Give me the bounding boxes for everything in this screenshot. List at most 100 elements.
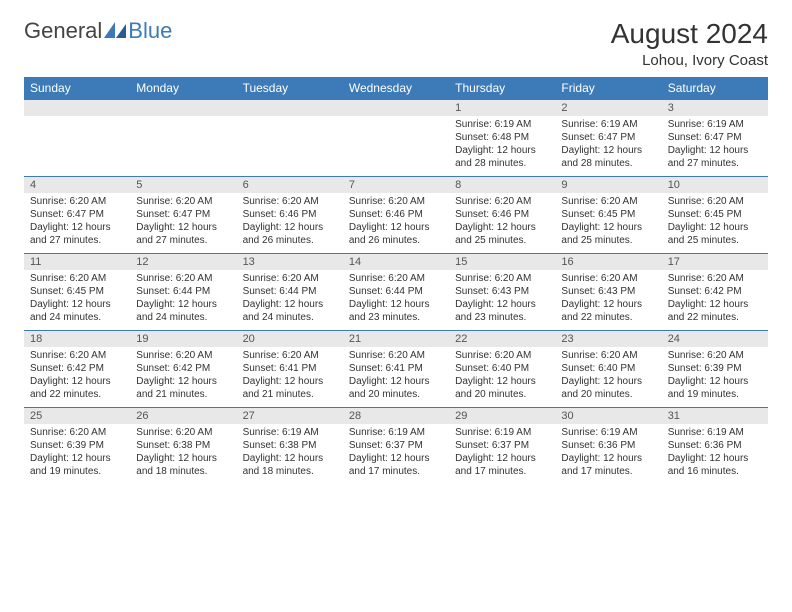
day-body: Sunrise: 6:20 AMSunset: 6:41 PMDaylight:… [237,347,343,407]
day-line-d1: Daylight: 12 hours [136,375,230,388]
day-body [343,116,449,174]
calendar-cell: 15Sunrise: 6:20 AMSunset: 6:43 PMDayligh… [449,254,555,331]
day-number: 23 [555,331,661,347]
day-line-d1: Daylight: 12 hours [455,452,549,465]
day-line-d2: and 17 minutes. [561,465,655,478]
sail-icon [104,22,126,40]
day-body: Sunrise: 6:20 AMSunset: 6:45 PMDaylight:… [555,193,661,253]
calendar-week: 25Sunrise: 6:20 AMSunset: 6:39 PMDayligh… [24,408,768,485]
day-line-d2: and 24 minutes. [243,311,337,324]
day-line-d1: Daylight: 12 hours [561,221,655,234]
day-line-sr: Sunrise: 6:19 AM [243,426,337,439]
day-line-d1: Daylight: 12 hours [243,298,337,311]
day-line-d2: and 25 minutes. [561,234,655,247]
calendar-cell: 25Sunrise: 6:20 AMSunset: 6:39 PMDayligh… [24,408,130,485]
day-line-d1: Daylight: 12 hours [668,144,762,157]
day-body [24,116,130,174]
day-line-d1: Daylight: 12 hours [136,452,230,465]
day-number: 15 [449,254,555,270]
day-line-d1: Daylight: 12 hours [349,452,443,465]
day-line-sr: Sunrise: 6:20 AM [455,195,549,208]
day-number: 11 [24,254,130,270]
day-line-d2: and 27 minutes. [136,234,230,247]
day-number: 3 [662,100,768,116]
calendar-cell: 23Sunrise: 6:20 AMSunset: 6:40 PMDayligh… [555,331,661,408]
calendar-cell: 6Sunrise: 6:20 AMSunset: 6:46 PMDaylight… [237,177,343,254]
day-line-d2: and 22 minutes. [30,388,124,401]
weekday-header: Wednesday [343,77,449,100]
calendar-week: 4Sunrise: 6:20 AMSunset: 6:47 PMDaylight… [24,177,768,254]
day-body: Sunrise: 6:20 AMSunset: 6:45 PMDaylight:… [662,193,768,253]
day-line-ss: Sunset: 6:42 PM [30,362,124,375]
calendar-cell: 5Sunrise: 6:20 AMSunset: 6:47 PMDaylight… [130,177,236,254]
day-number: 2 [555,100,661,116]
day-line-d2: and 17 minutes. [455,465,549,478]
day-body: Sunrise: 6:20 AMSunset: 6:42 PMDaylight:… [24,347,130,407]
day-line-d1: Daylight: 12 hours [349,221,443,234]
day-body: Sunrise: 6:20 AMSunset: 6:39 PMDaylight:… [24,424,130,484]
weekday-header: Friday [555,77,661,100]
day-body: Sunrise: 6:19 AMSunset: 6:48 PMDaylight:… [449,116,555,176]
day-line-d1: Daylight: 12 hours [243,452,337,465]
calendar-cell: 28Sunrise: 6:19 AMSunset: 6:37 PMDayligh… [343,408,449,485]
day-line-d1: Daylight: 12 hours [668,298,762,311]
calendar-cell: 3Sunrise: 6:19 AMSunset: 6:47 PMDaylight… [662,100,768,177]
day-line-d2: and 18 minutes. [243,465,337,478]
calendar-head: SundayMondayTuesdayWednesdayThursdayFrid… [24,77,768,100]
day-line-ss: Sunset: 6:45 PM [561,208,655,221]
day-line-sr: Sunrise: 6:20 AM [136,272,230,285]
calendar-cell: 17Sunrise: 6:20 AMSunset: 6:42 PMDayligh… [662,254,768,331]
day-body: Sunrise: 6:19 AMSunset: 6:47 PMDaylight:… [555,116,661,176]
day-line-ss: Sunset: 6:45 PM [668,208,762,221]
calendar-cell: 16Sunrise: 6:20 AMSunset: 6:43 PMDayligh… [555,254,661,331]
day-line-d2: and 17 minutes. [349,465,443,478]
day-body: Sunrise: 6:20 AMSunset: 6:39 PMDaylight:… [662,347,768,407]
day-number: 22 [449,331,555,347]
logo: General Blue [24,18,172,44]
calendar-cell: 1Sunrise: 6:19 AMSunset: 6:48 PMDaylight… [449,100,555,177]
calendar-cell: 22Sunrise: 6:20 AMSunset: 6:40 PMDayligh… [449,331,555,408]
day-body: Sunrise: 6:20 AMSunset: 6:41 PMDaylight:… [343,347,449,407]
day-line-ss: Sunset: 6:40 PM [561,362,655,375]
day-line-sr: Sunrise: 6:20 AM [30,349,124,362]
day-line-sr: Sunrise: 6:19 AM [561,426,655,439]
day-line-sr: Sunrise: 6:20 AM [243,195,337,208]
day-line-ss: Sunset: 6:36 PM [561,439,655,452]
day-line-d2: and 19 minutes. [668,388,762,401]
calendar-cell: 13Sunrise: 6:20 AMSunset: 6:44 PMDayligh… [237,254,343,331]
day-body: Sunrise: 6:20 AMSunset: 6:45 PMDaylight:… [24,270,130,330]
day-number: 6 [237,177,343,193]
day-line-ss: Sunset: 6:44 PM [349,285,443,298]
day-line-sr: Sunrise: 6:20 AM [136,349,230,362]
day-line-d2: and 21 minutes. [243,388,337,401]
day-line-sr: Sunrise: 6:19 AM [561,118,655,131]
day-line-d2: and 24 minutes. [30,311,124,324]
day-body [237,116,343,174]
day-number: 27 [237,408,343,424]
day-line-sr: Sunrise: 6:20 AM [30,272,124,285]
day-line-sr: Sunrise: 6:19 AM [668,118,762,131]
day-number: 8 [449,177,555,193]
weekday-header: Thursday [449,77,555,100]
day-line-d2: and 20 minutes. [455,388,549,401]
calendar-cell [237,100,343,177]
day-body: Sunrise: 6:20 AMSunset: 6:42 PMDaylight:… [130,347,236,407]
day-line-ss: Sunset: 6:42 PM [136,362,230,375]
calendar-cell: 29Sunrise: 6:19 AMSunset: 6:37 PMDayligh… [449,408,555,485]
day-number: 9 [555,177,661,193]
day-line-ss: Sunset: 6:47 PM [136,208,230,221]
day-line-ss: Sunset: 6:44 PM [136,285,230,298]
day-body: Sunrise: 6:19 AMSunset: 6:36 PMDaylight:… [662,424,768,484]
calendar-cell: 12Sunrise: 6:20 AMSunset: 6:44 PMDayligh… [130,254,236,331]
weekday-header: Monday [130,77,236,100]
day-line-d1: Daylight: 12 hours [136,221,230,234]
day-line-sr: Sunrise: 6:20 AM [136,426,230,439]
day-line-d1: Daylight: 12 hours [561,452,655,465]
calendar-cell: 11Sunrise: 6:20 AMSunset: 6:45 PMDayligh… [24,254,130,331]
day-line-ss: Sunset: 6:46 PM [349,208,443,221]
day-body: Sunrise: 6:20 AMSunset: 6:47 PMDaylight:… [130,193,236,253]
location-label: Lohou, Ivory Coast [611,52,768,69]
logo-text-blue: Blue [128,18,172,44]
day-body: Sunrise: 6:20 AMSunset: 6:46 PMDaylight:… [237,193,343,253]
day-line-sr: Sunrise: 6:20 AM [455,272,549,285]
